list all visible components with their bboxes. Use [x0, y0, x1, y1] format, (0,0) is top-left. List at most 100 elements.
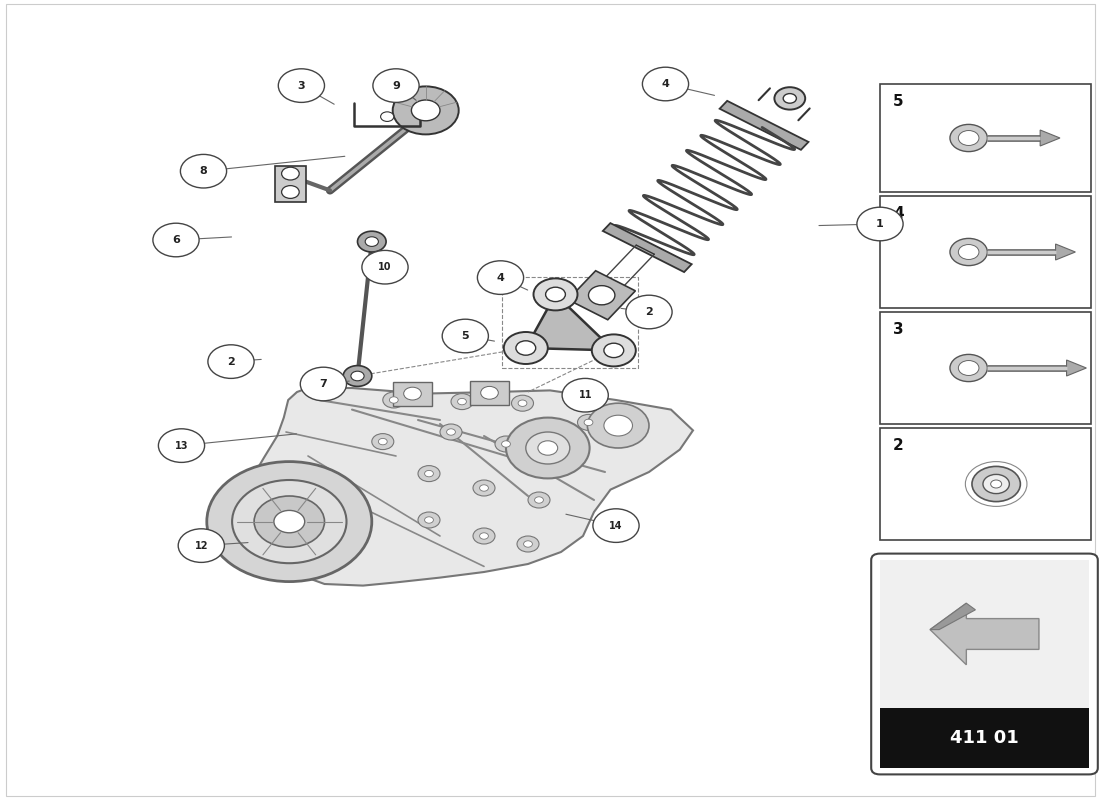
FancyBboxPatch shape: [880, 312, 1091, 424]
Circle shape: [518, 400, 527, 406]
Circle shape: [506, 418, 590, 478]
Text: 11: 11: [579, 390, 592, 400]
Polygon shape: [526, 294, 614, 350]
Circle shape: [447, 429, 455, 435]
Circle shape: [178, 529, 224, 562]
Circle shape: [393, 86, 459, 134]
Circle shape: [373, 69, 419, 102]
Polygon shape: [719, 101, 808, 150]
Circle shape: [418, 466, 440, 482]
Circle shape: [517, 536, 539, 552]
Text: 411 01: 411 01: [950, 729, 1019, 747]
Circle shape: [593, 509, 639, 542]
Circle shape: [958, 130, 979, 146]
Circle shape: [362, 250, 408, 284]
Polygon shape: [1056, 244, 1076, 260]
Text: 10: 10: [378, 262, 392, 272]
Circle shape: [365, 237, 378, 246]
Circle shape: [950, 354, 988, 382]
Circle shape: [535, 497, 543, 503]
Circle shape: [300, 367, 346, 401]
Circle shape: [481, 386, 498, 399]
Circle shape: [372, 434, 394, 450]
Circle shape: [972, 466, 1021, 502]
FancyBboxPatch shape: [880, 560, 1089, 708]
Circle shape: [950, 124, 988, 152]
Circle shape: [538, 441, 558, 455]
Circle shape: [207, 462, 372, 582]
Circle shape: [473, 528, 495, 544]
FancyBboxPatch shape: [880, 196, 1091, 308]
Circle shape: [404, 387, 421, 400]
Circle shape: [578, 414, 600, 430]
FancyBboxPatch shape: [880, 708, 1089, 768]
Circle shape: [282, 167, 299, 180]
Circle shape: [158, 429, 205, 462]
Text: 5: 5: [462, 331, 469, 341]
Circle shape: [473, 480, 495, 496]
Polygon shape: [931, 603, 976, 630]
Circle shape: [587, 403, 649, 448]
Polygon shape: [931, 603, 1038, 665]
Circle shape: [495, 436, 517, 452]
FancyBboxPatch shape: [880, 428, 1091, 540]
Circle shape: [604, 415, 632, 436]
Circle shape: [278, 69, 324, 102]
Circle shape: [440, 424, 462, 440]
Circle shape: [534, 278, 578, 310]
Text: 5: 5: [893, 94, 904, 109]
Circle shape: [180, 154, 227, 188]
Circle shape: [783, 94, 796, 103]
Circle shape: [274, 510, 305, 533]
Circle shape: [425, 470, 433, 477]
Circle shape: [381, 112, 394, 122]
Polygon shape: [1041, 130, 1060, 146]
Circle shape: [528, 492, 550, 508]
Polygon shape: [568, 270, 636, 320]
Circle shape: [480, 485, 488, 491]
Polygon shape: [603, 223, 692, 272]
Circle shape: [411, 100, 440, 121]
Circle shape: [584, 419, 593, 426]
Circle shape: [480, 533, 488, 539]
Circle shape: [389, 397, 398, 403]
Text: 7: 7: [319, 379, 328, 389]
Text: 2: 2: [227, 357, 235, 366]
Circle shape: [425, 517, 433, 523]
Circle shape: [562, 378, 608, 412]
Circle shape: [343, 366, 372, 386]
Circle shape: [477, 261, 524, 294]
Circle shape: [442, 319, 488, 353]
Circle shape: [516, 341, 536, 355]
Text: 13: 13: [175, 441, 188, 450]
Text: 9: 9: [392, 81, 400, 90]
Circle shape: [958, 245, 979, 259]
Circle shape: [983, 474, 1010, 494]
Circle shape: [626, 295, 672, 329]
Polygon shape: [1067, 360, 1087, 376]
Circle shape: [588, 286, 615, 305]
Polygon shape: [275, 166, 306, 202]
Text: 12: 12: [195, 541, 208, 550]
Circle shape: [418, 512, 440, 528]
Circle shape: [958, 361, 979, 375]
Circle shape: [774, 87, 805, 110]
Text: 2: 2: [893, 438, 904, 453]
Circle shape: [254, 496, 324, 547]
Circle shape: [642, 67, 689, 101]
Text: 1: 1: [876, 219, 884, 229]
FancyBboxPatch shape: [871, 554, 1098, 774]
Circle shape: [526, 432, 570, 464]
Circle shape: [383, 392, 405, 408]
Circle shape: [512, 395, 534, 411]
Circle shape: [546, 287, 565, 302]
Circle shape: [153, 223, 199, 257]
Text: 2: 2: [645, 307, 653, 317]
Polygon shape: [393, 382, 432, 406]
Text: 14: 14: [609, 521, 623, 530]
Polygon shape: [244, 388, 693, 586]
Circle shape: [524, 541, 532, 547]
Polygon shape: [470, 381, 509, 405]
Text: 8: 8: [199, 166, 208, 176]
FancyBboxPatch shape: [880, 84, 1091, 192]
